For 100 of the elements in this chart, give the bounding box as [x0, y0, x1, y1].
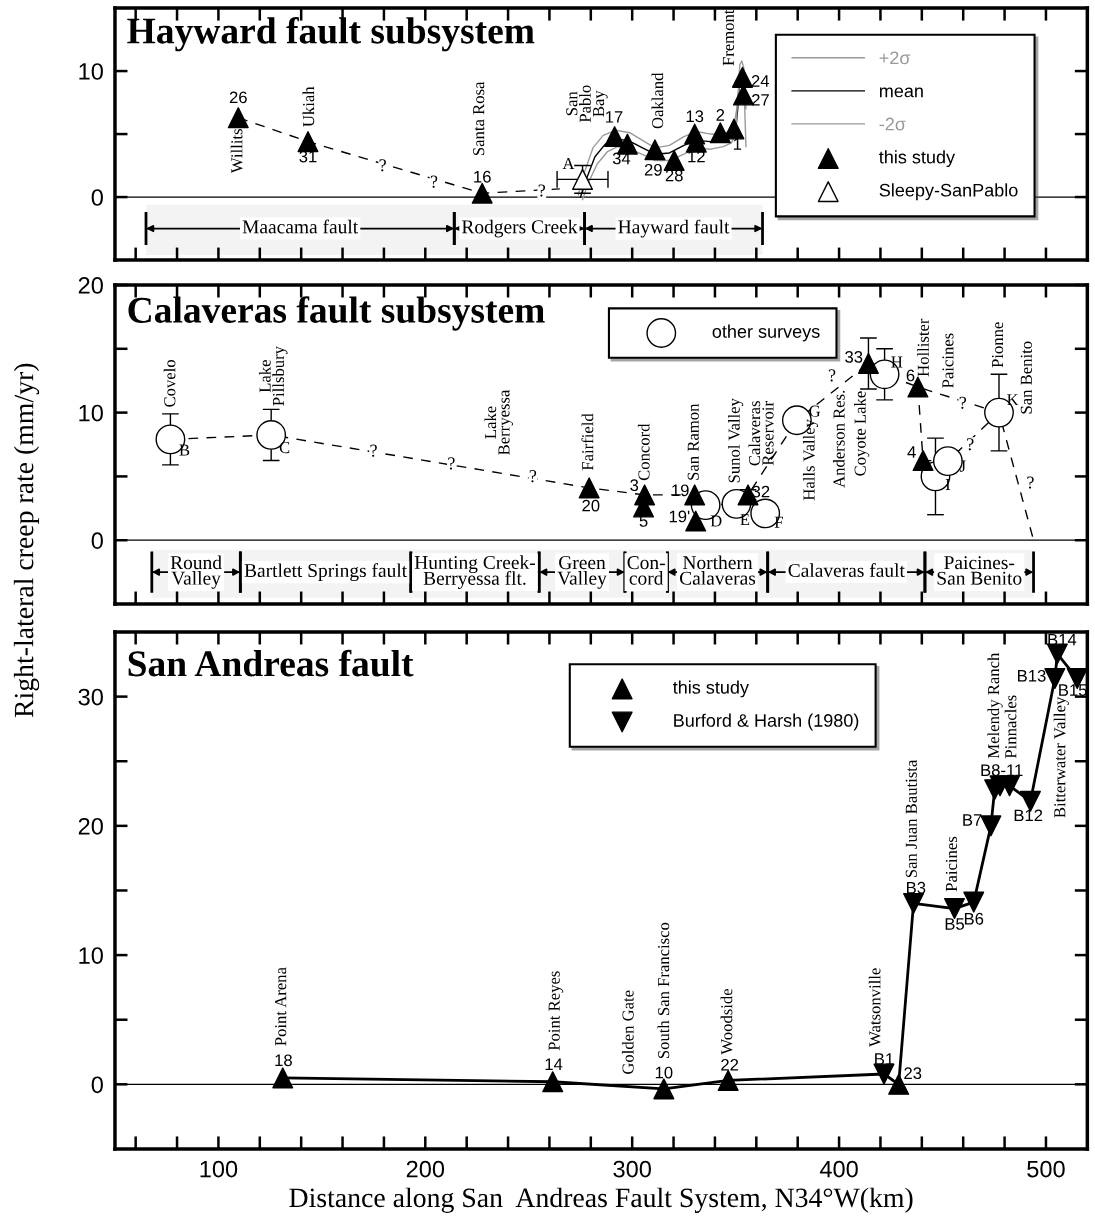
annotation: 22: [721, 1058, 739, 1071]
annotation: 23: [904, 1067, 922, 1080]
annotation: E: [740, 514, 750, 526]
y-tick-label: 10: [79, 404, 103, 422]
annotation: ?: [370, 444, 377, 457]
y-tick-label: 0: [91, 532, 103, 550]
band-label: Round Valley: [170, 555, 222, 589]
y-axis-title: Right-lateral creep rate (mm/yr): [13, 363, 40, 718]
legend-label: -2σ: [879, 117, 906, 131]
annotation: Point Reyes: [548, 971, 564, 1051]
annotation: 33: [845, 351, 863, 363]
annotation: 3: [630, 479, 639, 492]
legend-label: mean: [879, 87, 923, 98]
legend-label: Burford & Harsh (1980): [674, 713, 859, 731]
annotation: B: [179, 444, 190, 456]
x-tick-label: 100: [200, 1160, 238, 1178]
annotation: 4: [907, 446, 916, 458]
annotation: Fremont: [722, 9, 735, 66]
annotation: 19: [672, 484, 689, 497]
annotation: Coyote Lake: [854, 391, 870, 476]
y-tick-label: 20: [78, 817, 103, 835]
band-label: Rodgers Creek: [461, 219, 578, 238]
legend-label: this study: [672, 680, 749, 698]
annotation: 29: [644, 163, 662, 176]
y-tick-label: 0: [91, 1076, 103, 1094]
annotation: Bitterwater Valley: [1053, 696, 1069, 818]
annotation: 6: [906, 369, 915, 382]
annotation: D: [710, 515, 722, 527]
annotation: B6: [964, 912, 984, 925]
annotation: Paicines: [945, 836, 958, 892]
annotation: Pinnacles: [1004, 695, 1017, 759]
annotation: Point Arena: [275, 967, 287, 1046]
annotation: Lake Pillsbury: [258, 346, 288, 406]
annotation: Lake Berryessa: [484, 389, 514, 455]
annotation: ?: [379, 159, 386, 172]
annotation: Sunol Valley: [728, 398, 744, 483]
annotation: Woodside: [720, 988, 733, 1055]
annotation: 17: [605, 111, 623, 123]
band-label: Bartlett Springs fault: [244, 563, 408, 582]
annotation: Willits: [230, 129, 243, 174]
annotation: Melendy Ranch: [987, 652, 1003, 759]
annotation: San Benito: [1020, 341, 1032, 414]
annotation: Ukiah: [302, 86, 315, 127]
annotation: G: [809, 405, 821, 417]
x-tick-label: 300: [613, 1160, 651, 1178]
band-label: Hayward fault: [618, 219, 730, 238]
annotation: F: [774, 516, 783, 528]
annotation: ?: [538, 184, 546, 197]
annotation: B13: [1018, 669, 1046, 682]
annotation: Halls Valley: [802, 419, 819, 501]
annotation: San Juan Bautista: [905, 759, 917, 878]
y-tick-label: 0: [91, 189, 103, 206]
annotation: 14: [545, 1058, 563, 1070]
band-label: Northern Calaveras: [680, 555, 756, 585]
annotation: Paicines: [942, 333, 954, 388]
annotation: 24: [751, 75, 770, 87]
chart-title: Hayward fault subsystem: [127, 16, 535, 52]
x-axis-title: Distance along San Andreas Fault System, N34°W(km): [289, 1187, 913, 1213]
annotation: ?: [529, 470, 537, 483]
annotation: Pionne: [991, 322, 1004, 368]
annotation: Anderson Res.: [832, 390, 845, 488]
annotation: Hollister: [917, 318, 929, 377]
annotation: 1: [733, 138, 742, 150]
annotation: H: [891, 356, 903, 368]
annotation: B14: [1048, 633, 1077, 646]
annotation: 20: [582, 499, 600, 512]
annotation: ?: [828, 369, 836, 382]
annotation: Santa Rosa: [473, 81, 485, 155]
band-label: Paicines- San Benito: [937, 556, 1022, 585]
legend-label: other surveys: [712, 324, 820, 342]
annotation: 26: [229, 91, 247, 104]
y-tick-label: 10: [79, 947, 103, 964]
annotation: San Ramon: [687, 403, 699, 480]
annotation: B15: [1059, 684, 1087, 696]
annotation: Calaveras Reservoir: [748, 401, 774, 466]
band-label: Maacama fault: [242, 219, 359, 234]
annotation: ?: [967, 438, 974, 451]
x-tick-label: 200: [406, 1160, 445, 1178]
annotation: Concord: [637, 423, 650, 481]
chart-title: San Andreas fault: [128, 649, 414, 677]
y-tick-label: 10: [79, 63, 103, 80]
band-label: Green Valley: [557, 556, 607, 589]
annotation: ?: [430, 175, 438, 188]
annotation: 32: [752, 485, 770, 498]
annotation: Covelo: [163, 359, 176, 407]
annotation: A: [562, 157, 575, 169]
annotation: ?: [448, 457, 455, 470]
annotation: 10: [655, 1066, 673, 1079]
annotation: B5: [945, 918, 965, 930]
annotation: B7: [963, 814, 982, 826]
annotation: Golden Gate: [621, 990, 634, 1074]
band-label: Calaveras fault: [788, 563, 905, 577]
band-label: Hunting Creek- Berryessa flt.: [414, 555, 535, 589]
annotation: 18: [275, 1054, 292, 1067]
annotation: South San Francisco: [657, 922, 670, 1059]
annotation: 19': [669, 510, 690, 523]
annotation: B1: [875, 1053, 894, 1065]
annotation: Oakland: [651, 72, 664, 129]
annotation: 16: [474, 170, 491, 183]
x-tick-label: 400: [819, 1160, 858, 1178]
